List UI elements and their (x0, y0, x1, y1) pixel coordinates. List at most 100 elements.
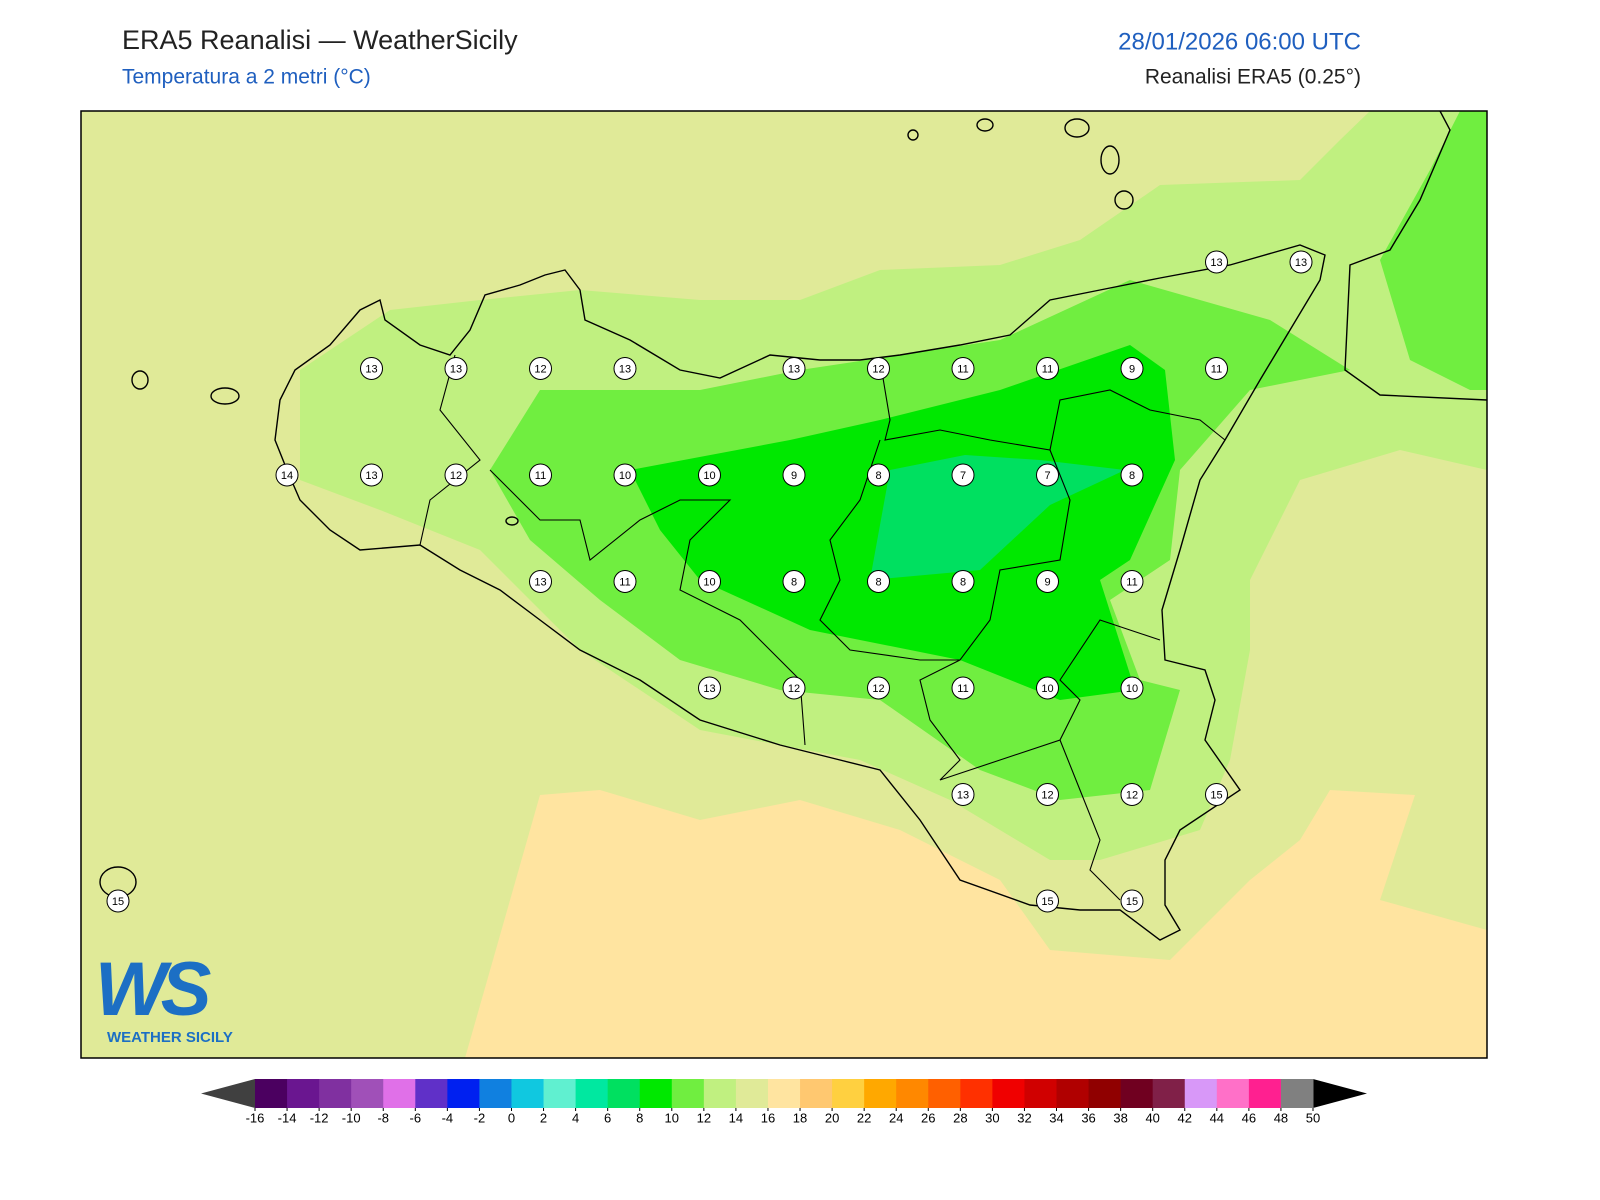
island (131, 370, 149, 390)
colorbar-tick-label: 14 (729, 1110, 743, 1125)
map-frame (80, 110, 1488, 1059)
station-value: 11 (1126, 576, 1137, 588)
province-border (1059, 739, 1121, 901)
colorbar-tick-label: -4 (442, 1110, 454, 1125)
map: 13 13 13 13 12 13 13 12 11 11 9 11 14 13 12 11 10 10 9 8 7 7 8… (81, 111, 1487, 1058)
colorbar-box (1248, 1079, 1282, 1108)
island (1100, 145, 1120, 175)
station-marker (106, 889, 130, 913)
station-value: 9 (791, 470, 797, 482)
station-value: 15 (1210, 789, 1222, 801)
station-value: 15 (1041, 896, 1053, 908)
station-value: 10 (1041, 683, 1053, 695)
station-value: 15 (112, 896, 124, 908)
colorbar-tick-label: 20 (825, 1110, 839, 1125)
colorbar-box (575, 1079, 609, 1108)
station-marker (867, 357, 890, 380)
station-value: 13 (534, 576, 546, 588)
station-value: 13 (1295, 257, 1307, 269)
colorbar: -16 -14 -12 -10 -8 -6 -4 -2 0 2 4 6 8 10 12 14 16 18 20 22 2… (201, 1079, 1367, 1125)
logo-name: WEATHER SICILY (107, 1029, 233, 1046)
colorbar-tick-label: 34 (1049, 1110, 1063, 1125)
colorbar-tick-label: -12 (310, 1110, 329, 1125)
station-value: 11 (1211, 363, 1222, 375)
station-marker (867, 570, 890, 593)
colorbar-tick-label: 12 (697, 1110, 711, 1125)
colorbar-tick-label: 16 (761, 1110, 775, 1125)
colorbar-box (383, 1079, 416, 1108)
station-marker (613, 463, 637, 487)
station-marker (951, 676, 975, 700)
colorbar-tick-label: 4 (572, 1110, 579, 1125)
colorbar-box (832, 1079, 865, 1108)
colorbar-box (511, 1079, 545, 1108)
station-marker (1120, 889, 1144, 913)
station-marker (1036, 570, 1059, 593)
colorbar-tick-label: 18 (793, 1110, 807, 1125)
colorbar-tick-label: 50 (1306, 1110, 1320, 1125)
station-value: 7 (960, 470, 966, 482)
colorbar-box (447, 1079, 480, 1108)
station-value: 13 (365, 470, 377, 482)
station-value: 13 (1210, 257, 1222, 269)
station-value: 11 (957, 683, 968, 695)
station-value: 8 (875, 576, 881, 588)
colorbar-tick-label: 30 (985, 1110, 999, 1125)
station-value: 10 (619, 470, 631, 482)
island (1114, 190, 1134, 210)
station-marker (360, 357, 383, 380)
station-value: 13 (450, 363, 462, 375)
station-marker (1120, 783, 1144, 806)
station-marker (1120, 570, 1144, 593)
station-value: 12 (534, 363, 546, 375)
station-marker (867, 676, 890, 700)
station-value: 12 (788, 683, 800, 695)
station-marker (698, 463, 721, 487)
station-value: 13 (788, 363, 800, 375)
station-value: 15 (1126, 896, 1138, 908)
colorbar-box (639, 1079, 673, 1108)
colorbar-box (735, 1079, 769, 1108)
station-marker (782, 570, 806, 593)
station-value: 10 (703, 470, 715, 482)
colorbar-box (1056, 1079, 1090, 1108)
station-marker (698, 676, 721, 700)
station-marker (1036, 889, 1059, 913)
logo: WS WEATHER SICILY (95, 947, 233, 1046)
station-value: 12 (872, 683, 884, 695)
station-value: 13 (619, 363, 631, 375)
colorbar-box (703, 1079, 737, 1108)
station-value: 8 (1129, 470, 1135, 482)
station-marker (444, 463, 468, 487)
station-value: 10 (1126, 683, 1138, 695)
station-value: 11 (957, 363, 968, 375)
colorbar-box (543, 1079, 577, 1108)
colorbar-tick-label: 38 (1113, 1110, 1127, 1125)
station-marker (1036, 783, 1059, 806)
station-value: 13 (703, 683, 715, 695)
station-marker (529, 357, 552, 380)
colorbar-box (960, 1079, 993, 1108)
station-value: 12 (450, 470, 462, 482)
station-marker (951, 463, 975, 487)
colorbar-tick-label: 26 (921, 1110, 935, 1125)
station-marker (1120, 676, 1144, 700)
station-value: 8 (791, 576, 797, 588)
station-value: 9 (1129, 363, 1135, 375)
station-marker (529, 463, 552, 487)
colorbar-tick-label: 0 (508, 1110, 515, 1125)
station-marker (275, 463, 299, 487)
island (1064, 118, 1090, 138)
colorbar-box (1184, 1079, 1218, 1108)
station-marker (782, 676, 806, 700)
island (210, 387, 240, 405)
colorbar-tick-label: 40 (1145, 1110, 1159, 1125)
station-value: 7 (1044, 470, 1050, 482)
colorbar-tick-label: 46 (1242, 1110, 1256, 1125)
province-border (919, 619, 1161, 781)
colorbar-box (319, 1079, 352, 1108)
province-border (489, 469, 806, 746)
station-marker (1036, 676, 1059, 700)
colorbar-box (896, 1079, 929, 1108)
